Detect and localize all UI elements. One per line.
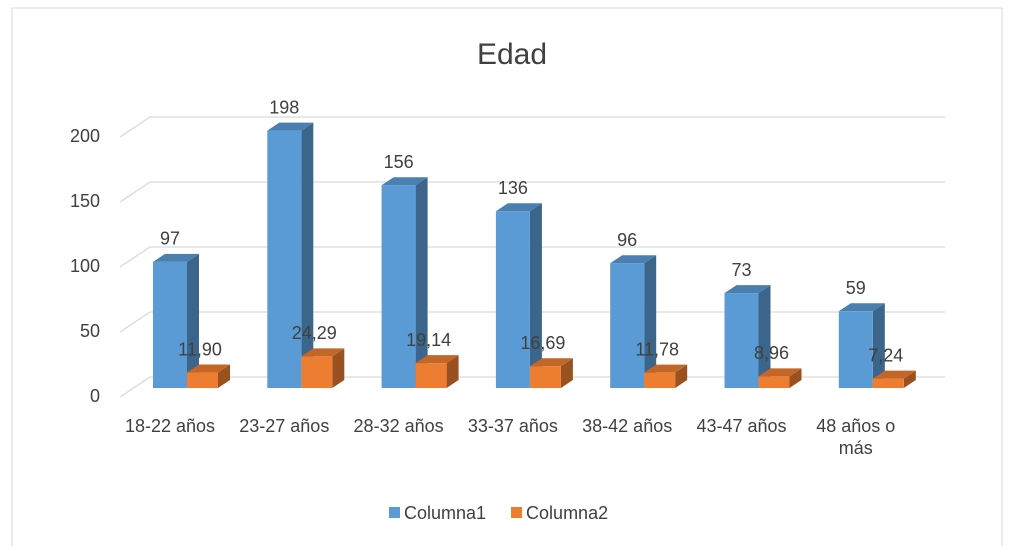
- bar-top: [610, 255, 657, 264]
- x-tick-label: 28-32 años: [353, 416, 444, 436]
- x-tick-label: 43-47 años: [696, 416, 787, 436]
- bar-top: [153, 253, 199, 262]
- data-label: 19,14: [406, 330, 451, 350]
- bar-side: [644, 255, 657, 388]
- bar-side: [789, 368, 802, 388]
- bar-top: [301, 348, 345, 357]
- bar-top: [187, 364, 230, 373]
- bar: [758, 376, 790, 388]
- bar: [381, 185, 416, 388]
- x-tick-label: 33-37 años: [467, 416, 558, 436]
- data-label: 11,90: [178, 339, 222, 359]
- bar-top: [529, 358, 573, 367]
- y-tick-label: 200: [70, 126, 100, 146]
- bar-side: [332, 348, 345, 388]
- data-label: 73: [731, 260, 751, 280]
- grid-line: [119, 181, 945, 203]
- bar: [644, 372, 676, 388]
- legend-swatch: [511, 507, 523, 518]
- data-label: 198: [269, 97, 299, 117]
- y-tick-label: 50: [80, 321, 100, 341]
- bar-side: [675, 364, 688, 388]
- data-label: 59: [846, 278, 866, 298]
- data-label: 7,24: [868, 345, 903, 365]
- data-label: 24,29: [292, 323, 337, 343]
- bar-top: [644, 364, 688, 373]
- y-tick-label: 0: [90, 386, 100, 406]
- legend-label: Columna1: [404, 503, 486, 523]
- grid-line: [119, 116, 945, 138]
- data-label: 16,69: [520, 333, 565, 353]
- bar-top: [495, 203, 542, 212]
- bar: [495, 211, 530, 388]
- data-label: 156: [384, 152, 414, 172]
- grid-line: [119, 246, 945, 268]
- bar: [301, 356, 333, 388]
- data-label: 136: [498, 178, 528, 198]
- bar-top: [724, 285, 771, 294]
- x-tick-label: 18-22 años: [124, 416, 216, 436]
- data-label: 97: [160, 229, 180, 249]
- bar-side: [187, 253, 199, 388]
- y-tick-label: 100: [70, 256, 100, 276]
- bar-top: [872, 370, 916, 379]
- bar-top: [415, 355, 459, 364]
- bar-side: [529, 203, 542, 388]
- grid-line: [119, 311, 945, 333]
- bar: [153, 261, 187, 388]
- bar: [187, 372, 218, 388]
- bar-top: [838, 303, 885, 312]
- bar-top: [381, 177, 428, 186]
- bar-side: [446, 355, 459, 388]
- bar-side: [301, 122, 314, 388]
- bar-side: [872, 303, 885, 388]
- bar-top: [758, 368, 802, 377]
- bar: [529, 366, 561, 388]
- bar: [415, 363, 447, 388]
- bar: [724, 293, 759, 388]
- data-label: 8,96: [754, 343, 789, 363]
- data-label: 11,78: [635, 339, 679, 359]
- legend-label: Columna2: [526, 503, 608, 523]
- chart-title: Edad: [477, 38, 547, 71]
- bar-side: [758, 285, 771, 388]
- bar: [267, 130, 302, 388]
- y-tick-label: 150: [70, 191, 100, 211]
- bar: [872, 378, 904, 388]
- bar-side: [560, 358, 573, 388]
- x-tick-label: 48 años o más: [816, 416, 896, 458]
- data-label: 96: [617, 230, 637, 250]
- bar: [610, 263, 645, 388]
- bar: [838, 311, 873, 388]
- bar-top: [267, 122, 314, 131]
- legend-swatch: [389, 507, 400, 518]
- x-tick-label: 38-42 años: [582, 416, 673, 436]
- bar-side: [218, 364, 230, 388]
- x-tick-label: 23-27 años: [239, 416, 330, 436]
- bar-side: [903, 370, 916, 388]
- chart-frame: [11, 7, 1003, 546]
- bar-side: [415, 177, 428, 388]
